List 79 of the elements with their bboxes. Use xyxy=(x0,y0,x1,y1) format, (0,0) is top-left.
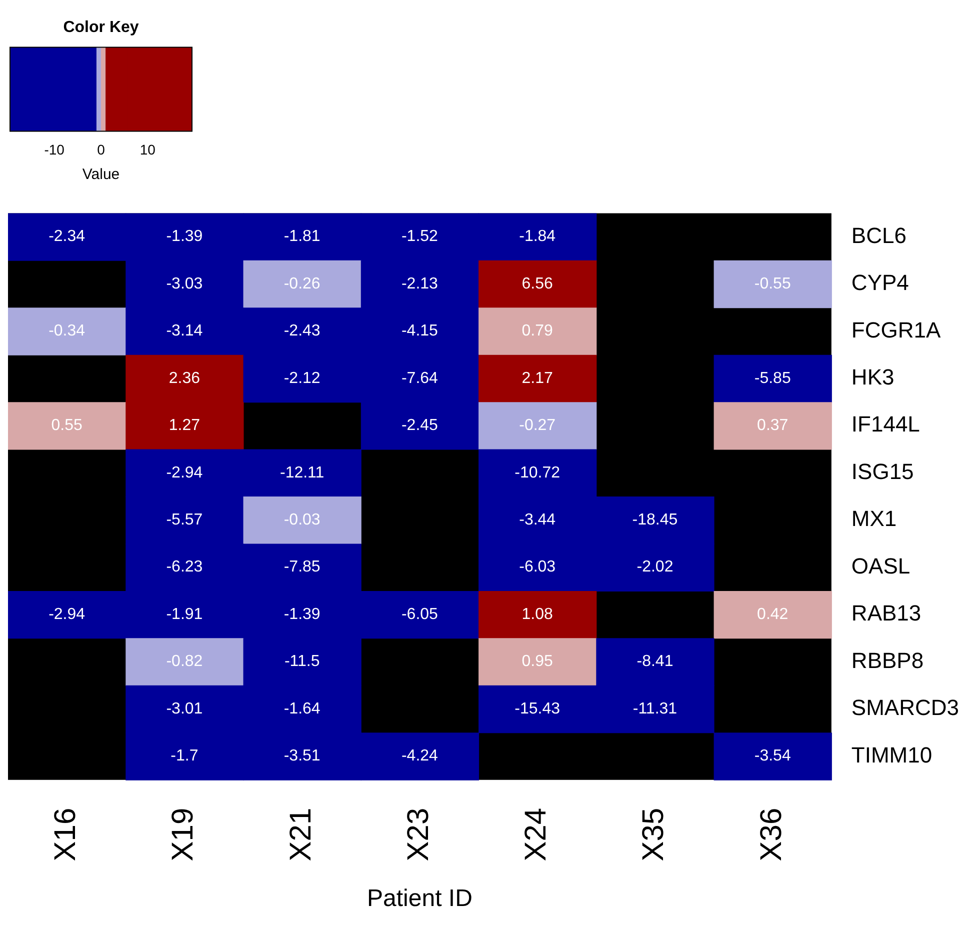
y-tick-label: BCL6 xyxy=(851,222,906,248)
data-label: -2.43 xyxy=(284,322,320,340)
y-tick-label: IF144L xyxy=(851,412,920,437)
data-label: -2.94 xyxy=(48,606,86,623)
data-label: -5.57 xyxy=(166,512,203,529)
data-label: -2.34 xyxy=(48,228,86,246)
data-label: -11.31 xyxy=(632,700,678,718)
color-bar-label: 0 xyxy=(97,141,106,158)
data-label: 0.42 xyxy=(757,606,788,623)
x-tick-label: X21 xyxy=(284,808,318,862)
data-label: -2.94 xyxy=(166,464,203,482)
color-bar-title: Value xyxy=(82,166,120,184)
data-label: -3.01 xyxy=(166,700,203,718)
x-tick-label: X36 xyxy=(754,808,788,862)
y-tick-label: TIMM10 xyxy=(851,742,932,768)
color-bar-label: 10 xyxy=(140,141,156,158)
y-tick-label: ISG15 xyxy=(851,458,914,484)
data-label: -12.11 xyxy=(280,464,324,482)
color-bar-label: -10 xyxy=(44,141,65,158)
data-label: -3.14 xyxy=(166,322,203,340)
x-tick-label: X16 xyxy=(49,808,82,862)
y-tick-label: FCGR1A xyxy=(851,317,941,342)
data-label: -15.43 xyxy=(514,700,560,718)
y-tick-label: RBBP8 xyxy=(851,648,924,673)
y-tick-label: OASL xyxy=(851,553,910,578)
data-label: -2.45 xyxy=(401,417,438,434)
data-label: -7.85 xyxy=(284,558,320,576)
y-tick-label: HK3 xyxy=(851,364,894,390)
data-label: 6.56 xyxy=(522,275,554,292)
data-label: -1.84 xyxy=(519,228,556,246)
data-label: 1.27 xyxy=(168,417,200,434)
data-label: -5.85 xyxy=(754,370,791,387)
data-label: -1.7 xyxy=(170,748,198,765)
x-axis-title: Patient ID xyxy=(367,885,472,912)
data-label: 2.36 xyxy=(168,370,200,387)
data-label: -2.12 xyxy=(284,370,320,387)
data-label: -1.52 xyxy=(401,228,438,246)
x-tick-label: X35 xyxy=(637,808,670,862)
data-label: -8.41 xyxy=(636,653,674,670)
legend-title: Color Key xyxy=(63,19,139,36)
data-label: 0.95 xyxy=(522,653,554,670)
data-label: -1.39 xyxy=(284,606,320,623)
y-tick-label: MX1 xyxy=(851,506,897,532)
data-label: -0.26 xyxy=(284,275,320,292)
data-label: -11.5 xyxy=(284,653,320,670)
y-tick-label: SMARCD3 xyxy=(851,695,960,720)
y-tick-label: RAB13 xyxy=(851,600,922,626)
data-label: 1.08 xyxy=(522,606,554,623)
data-label: -0.03 xyxy=(284,512,320,529)
data-label: -0.55 xyxy=(754,275,791,292)
data-label: 0.37 xyxy=(757,417,788,434)
data-label: -6.03 xyxy=(519,558,556,576)
data-label: -0.27 xyxy=(519,417,556,434)
data-label: 2.17 xyxy=(522,370,554,387)
data-label: -0.82 xyxy=(166,653,203,670)
data-label: -1.91 xyxy=(166,606,203,623)
data-label: -0.34 xyxy=(48,322,86,340)
data-label: -1.39 xyxy=(166,228,203,246)
data-label: 0.55 xyxy=(51,417,82,434)
x-tick-label: X23 xyxy=(402,808,435,862)
data-label: -3.03 xyxy=(166,275,203,292)
data-label: -1.64 xyxy=(284,700,320,718)
data-label: 0.79 xyxy=(522,322,554,340)
data-label: -4.24 xyxy=(401,748,438,765)
data-label: -6.05 xyxy=(401,606,438,623)
data-label: -18.45 xyxy=(632,512,678,529)
data-label: -3.51 xyxy=(284,748,320,765)
data-label: -6.23 xyxy=(166,558,203,576)
data-label: -2.13 xyxy=(401,275,438,292)
data-label: -4.15 xyxy=(401,322,438,340)
data-label: -2.02 xyxy=(636,558,674,576)
y-tick-label: CYP4 xyxy=(851,270,909,296)
data-label: -3.44 xyxy=(519,512,556,529)
data-label: -10.72 xyxy=(514,464,560,482)
x-tick-label: X24 xyxy=(520,808,553,862)
x-tick-label: X19 xyxy=(166,808,200,862)
data-label: -3.54 xyxy=(754,748,791,765)
data-label: -7.64 xyxy=(401,370,438,387)
data-label: -1.81 xyxy=(284,228,320,246)
